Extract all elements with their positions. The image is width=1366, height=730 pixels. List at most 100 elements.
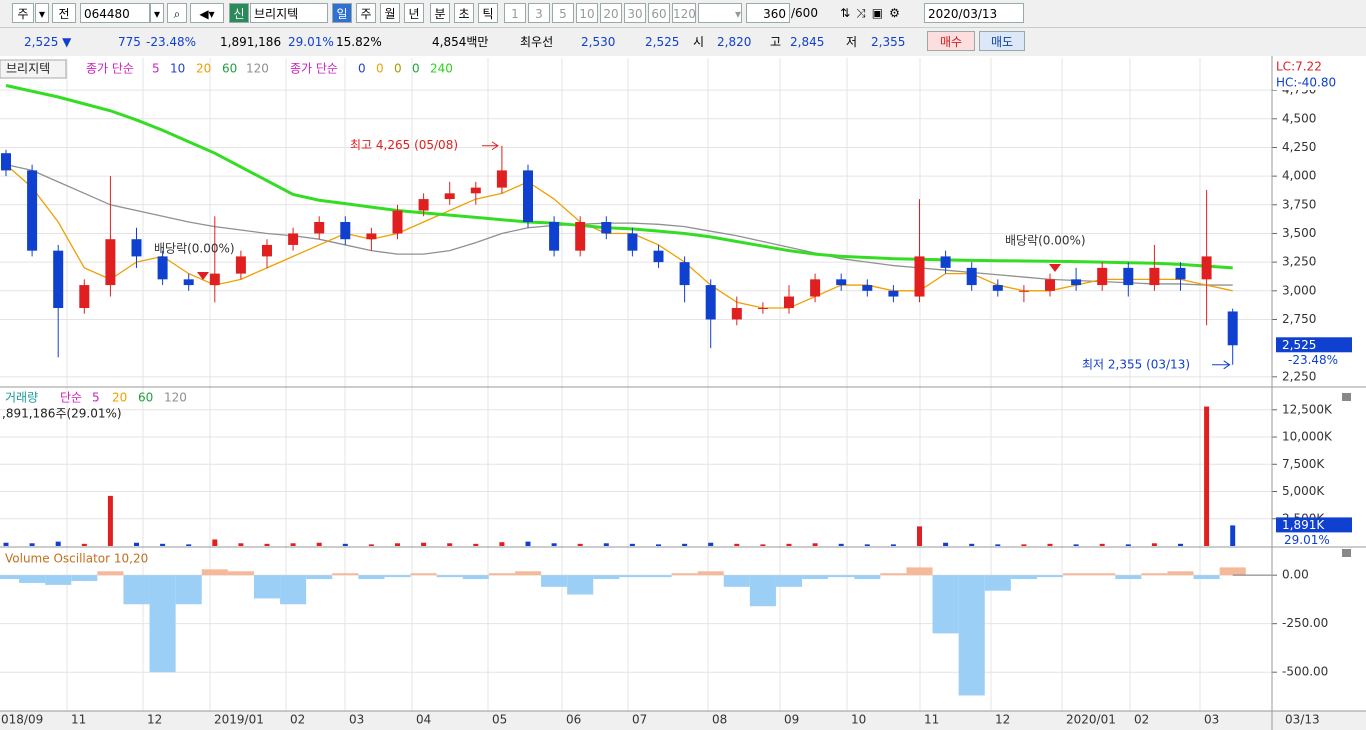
annotation: 최저 2,355 (03/13)	[1082, 357, 1190, 371]
legend-bg	[1273, 58, 1366, 90]
sound[interactable]: ◀▾	[190, 3, 224, 23]
dropdown[interactable]: ▾	[35, 3, 49, 23]
panel-title: 브리지텍	[6, 62, 50, 76]
x-tick-label: 06	[566, 713, 581, 727]
bar	[253, 575, 281, 599]
tick-btn[interactable]: 10	[576, 3, 598, 23]
period[interactable]: 년	[404, 3, 424, 23]
bar	[577, 543, 583, 546]
annotation: 배당락(0.00%)	[1005, 234, 1086, 248]
date-input[interactable]: 2020/03/13	[924, 3, 1024, 23]
bar	[708, 542, 714, 546]
candle-body	[470, 187, 481, 194]
dropdown[interactable]: ▾	[698, 3, 742, 23]
high-label: 고	[770, 35, 782, 49]
y-tick-label: 7,500K	[1282, 457, 1325, 471]
candle-body	[1018, 290, 1029, 292]
quote-bar: 2,525 ▼ 775 -23.48% 1,891,186 29.01% 15.…	[0, 28, 1366, 56]
bar	[462, 575, 489, 580]
legend-item: 0	[376, 62, 384, 76]
x-tick-label: 12	[147, 713, 162, 727]
subtitle: ,891,186주(29.01%)	[2, 407, 122, 421]
period[interactable]: 틱	[478, 3, 498, 23]
candle-body	[288, 233, 299, 245]
bar	[368, 544, 374, 546]
candle-body	[940, 256, 951, 268]
bar	[682, 543, 688, 546]
period[interactable]: 월	[380, 3, 400, 23]
tool-icons[interactable]: ⇅⤨▣⚙	[828, 3, 918, 23]
bar	[786, 543, 792, 546]
tick-btn[interactable]: 5	[552, 3, 574, 23]
code-input[interactable]: 064480	[80, 3, 150, 23]
sell-button[interactable]: 매도	[979, 31, 1025, 51]
market[interactable]: 주	[12, 3, 34, 23]
x-tick-label: 2020/01	[1066, 713, 1116, 727]
tick-btn[interactable]: 20	[600, 3, 622, 23]
candle-body	[1201, 256, 1212, 280]
bar	[969, 543, 975, 546]
period[interactable]: 일	[332, 3, 352, 23]
bar	[958, 575, 985, 696]
bar	[280, 575, 307, 605]
period[interactable]: 초	[454, 3, 474, 23]
candle-body	[1045, 279, 1055, 291]
y-tick-label: 5,000K	[1282, 484, 1325, 498]
y-tick-label: 12,500K	[1282, 402, 1333, 416]
legend-item: 0	[412, 62, 420, 76]
bar	[828, 575, 855, 578]
candle-body	[1097, 267, 1108, 286]
bar	[395, 543, 400, 546]
bar	[384, 575, 411, 578]
hc: HC:-40.80	[1276, 76, 1336, 90]
search[interactable]: ⌕	[167, 3, 187, 23]
bar	[567, 575, 594, 595]
candle-body	[105, 239, 116, 286]
price-tag: 2,525	[1282, 338, 1316, 352]
tick-btn[interactable]: 3	[528, 3, 550, 23]
candle-body	[549, 222, 560, 251]
bar	[629, 543, 635, 546]
candle-body	[262, 244, 272, 257]
bar	[802, 575, 829, 580]
tick-btn[interactable]: 1	[504, 3, 526, 23]
tick-btn[interactable]: 120	[672, 3, 696, 23]
candle-body	[862, 285, 873, 291]
tick-btn[interactable]: 60	[648, 3, 670, 23]
high: 2,845	[790, 35, 825, 49]
best-label: 최우선	[520, 35, 554, 49]
legend-item: 10	[170, 62, 185, 76]
chart: 4,7504,5004,2504,0003,7503,5003,2503,000…	[0, 56, 1366, 730]
y-tick-label: 3,250	[1282, 255, 1316, 269]
tick-btn[interactable]: 30	[624, 3, 646, 23]
prev[interactable]: 전	[52, 3, 76, 23]
period[interactable]: 분	[430, 3, 450, 23]
candle-body	[444, 193, 455, 200]
candle-body	[366, 233, 377, 240]
period[interactable]: 주	[356, 3, 376, 23]
bar	[1089, 573, 1116, 576]
title-box	[0, 59, 67, 79]
panel-title: 거래량	[5, 391, 38, 405]
bar	[645, 575, 672, 578]
candle-body	[836, 279, 847, 286]
x-tick-label: 12	[995, 713, 1010, 727]
x-tick-label: 05	[492, 713, 507, 727]
y-tick-label: 3,750	[1282, 197, 1316, 211]
candle-body	[418, 199, 429, 211]
ma-line	[5, 84, 1233, 270]
x-tick-label: 09	[784, 713, 799, 727]
bar	[1193, 575, 1220, 580]
candle-body	[131, 239, 142, 257]
legend-label: 종가 단순	[86, 62, 134, 76]
bar	[473, 543, 479, 546]
bar	[45, 575, 72, 585]
buy-button[interactable]: 매수	[927, 31, 975, 51]
candle-body	[914, 256, 925, 297]
count-input[interactable]: 360	[746, 3, 790, 23]
credit[interactable]: 신	[229, 3, 249, 23]
change-tag: -23.48%	[1288, 353, 1338, 367]
bar	[1178, 543, 1183, 546]
x-tick-label: 03	[349, 713, 364, 727]
dropdown[interactable]: ▾	[150, 3, 164, 23]
